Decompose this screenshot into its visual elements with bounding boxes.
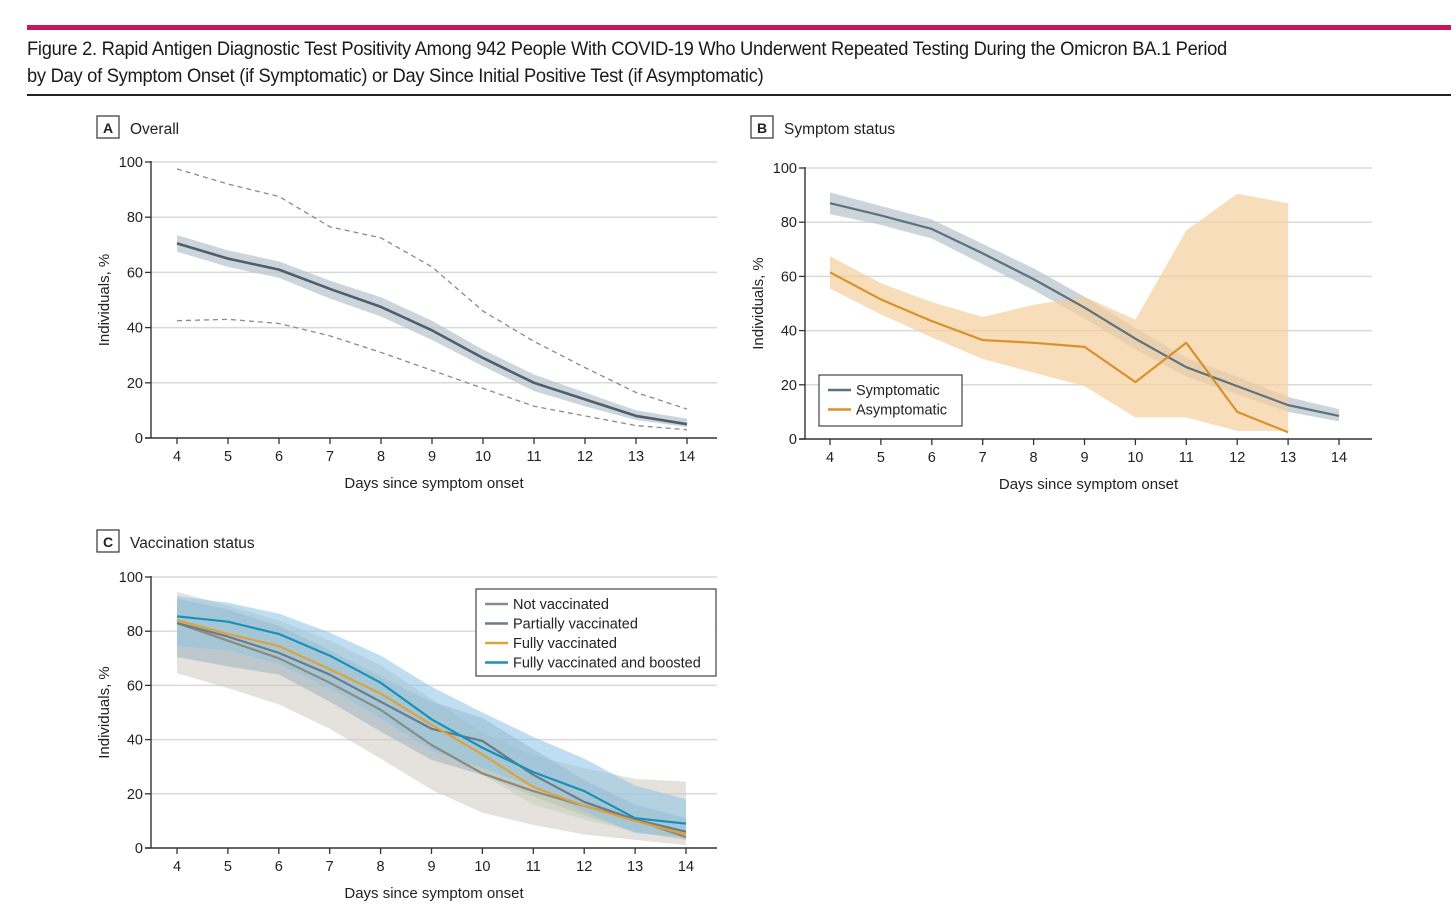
y-tick-label: 40 — [781, 324, 797, 340]
legend-label: Partially vaccinated — [513, 617, 638, 633]
x-tick-label: 9 — [1080, 450, 1088, 466]
x-tick-label: 13 — [628, 449, 644, 465]
legend-box — [818, 374, 963, 427]
y-tick-label: 40 — [127, 321, 143, 337]
x-tick-label: 6 — [275, 449, 283, 465]
y-tick-label: 60 — [781, 269, 797, 285]
y-tick-label: 100 — [119, 155, 143, 171]
x-tick-label: 6 — [275, 859, 283, 875]
figure-title-line-1: Figure 2. Rapid Antigen Diagnostic Test … — [27, 38, 1227, 60]
y-tick-label: 60 — [127, 265, 143, 281]
y-tick-label: 80 — [127, 624, 143, 640]
y-axis-title: Individuals, % — [96, 254, 113, 347]
legend: Not vaccinated Partially vaccinated Fully … — [475, 588, 717, 677]
x-tick-label: 11 — [526, 449, 541, 465]
legend: Symptomatic Asymptomatic — [818, 374, 963, 427]
legend-label: Symptomatic — [856, 383, 940, 399]
legend-label: Not vaccinated — [513, 597, 609, 613]
y-axis-title: Individuals, % — [96, 666, 113, 759]
y-tick-label: 100 — [773, 161, 797, 177]
y-tick-label: 0 — [789, 432, 797, 448]
x-tick-label: 4 — [826, 450, 834, 466]
x-tick-label: 9 — [428, 449, 436, 465]
x-tick-label: 11 — [526, 859, 541, 875]
x-tick-label: 12 — [577, 449, 593, 465]
y-tick-label: 40 — [127, 733, 143, 749]
x-tick-label: 8 — [1030, 450, 1038, 466]
x-tick-label: 11 — [1179, 450, 1194, 466]
x-tick-label: 5 — [224, 859, 232, 875]
x-tick-label: 14 — [679, 449, 695, 465]
dashed-bound-upper — [176, 168, 688, 410]
legend-label: Asymptomatic — [856, 403, 947, 419]
x-tick-label: 14 — [1331, 450, 1347, 466]
y-tick-label: 0 — [135, 841, 143, 857]
panel-letter-box — [96, 115, 120, 139]
x-tick-label: 8 — [377, 859, 385, 875]
y-axis-title: Individuals, % — [750, 257, 767, 350]
panel-a: A Overall 0 20 40 60 80 100 4 5 6 7 8 9 10 11 12 13 14 Days… — [96, 115, 717, 492]
y-tick-label: 100 — [119, 570, 143, 586]
x-tick-label: 4 — [173, 859, 181, 875]
y-tick-label: 80 — [781, 215, 797, 231]
x-tick-label: 7 — [326, 859, 334, 875]
x-axis-title: Days since symptom onset — [344, 475, 524, 492]
panel-letter: C — [103, 534, 113, 550]
x-tick-label: 13 — [627, 859, 643, 875]
legend-label: Fully vaccinated — [513, 636, 617, 652]
x-tick-label: 12 — [1229, 450, 1245, 466]
legend-box — [475, 588, 717, 677]
x-tick-label: 8 — [377, 449, 385, 465]
series-line-asymptomatic — [829, 271, 1289, 434]
y-tick-label: 80 — [127, 210, 143, 226]
x-tick-label: 10 — [474, 859, 490, 875]
x-tick-label: 4 — [173, 449, 181, 465]
x-tick-label: 5 — [224, 449, 232, 465]
panel-title: Overall — [130, 121, 179, 138]
panel-title: Symptom status — [784, 121, 895, 138]
panel-letter-box — [750, 115, 774, 139]
x-tick-label: 7 — [326, 449, 334, 465]
y-tick-label: 60 — [127, 678, 143, 694]
x-tick-label: 10 — [1127, 450, 1143, 466]
x-axis-title: Days since symptom onset — [344, 885, 524, 902]
y-tick-label: 0 — [135, 431, 143, 447]
figure-title-line-2: by Day of Symptom Onset (if Symptomatic)… — [27, 65, 764, 87]
title-accent-rule — [27, 25, 1451, 30]
panel-b: B Symptom status 0 20 40 60 80 100 4 5 6 7 8 9 10 11 12 1… — [750, 115, 1372, 493]
y-tick-label: 20 — [781, 378, 797, 394]
panel-letter-box — [96, 529, 120, 553]
dashed-bound-lower — [176, 318, 688, 431]
x-tick-label: 14 — [678, 859, 694, 875]
panel-letter: B — [757, 120, 767, 136]
ci-band-fully-vaccinated-and-boosted — [177, 595, 686, 838]
panel-title: Vaccination status — [130, 535, 255, 552]
legend-label: Fully vaccinated and boosted — [513, 656, 701, 672]
panel-c: C Vaccination status 0 20 40 60 80 100 4 5 6 7 8 9 10 1… — [96, 529, 717, 902]
x-tick-label: 12 — [576, 859, 592, 875]
y-tick-label: 20 — [127, 376, 143, 392]
x-axis-title: Days since symptom onset — [999, 476, 1179, 493]
y-tick-label: 20 — [127, 787, 143, 803]
x-tick-label: 7 — [979, 450, 987, 466]
title-divider — [27, 94, 1451, 96]
x-tick-label: 9 — [427, 859, 435, 875]
x-tick-label: 13 — [1280, 450, 1296, 466]
panel-letter: A — [103, 120, 113, 136]
x-tick-label: 10 — [475, 449, 491, 465]
figure-title: Figure 2. Rapid Antigen Diagnostic Test … — [27, 36, 1362, 90]
x-tick-label: 6 — [928, 450, 936, 466]
x-tick-label: 5 — [877, 450, 885, 466]
ci-band-asymptomatic — [830, 193, 1289, 431]
